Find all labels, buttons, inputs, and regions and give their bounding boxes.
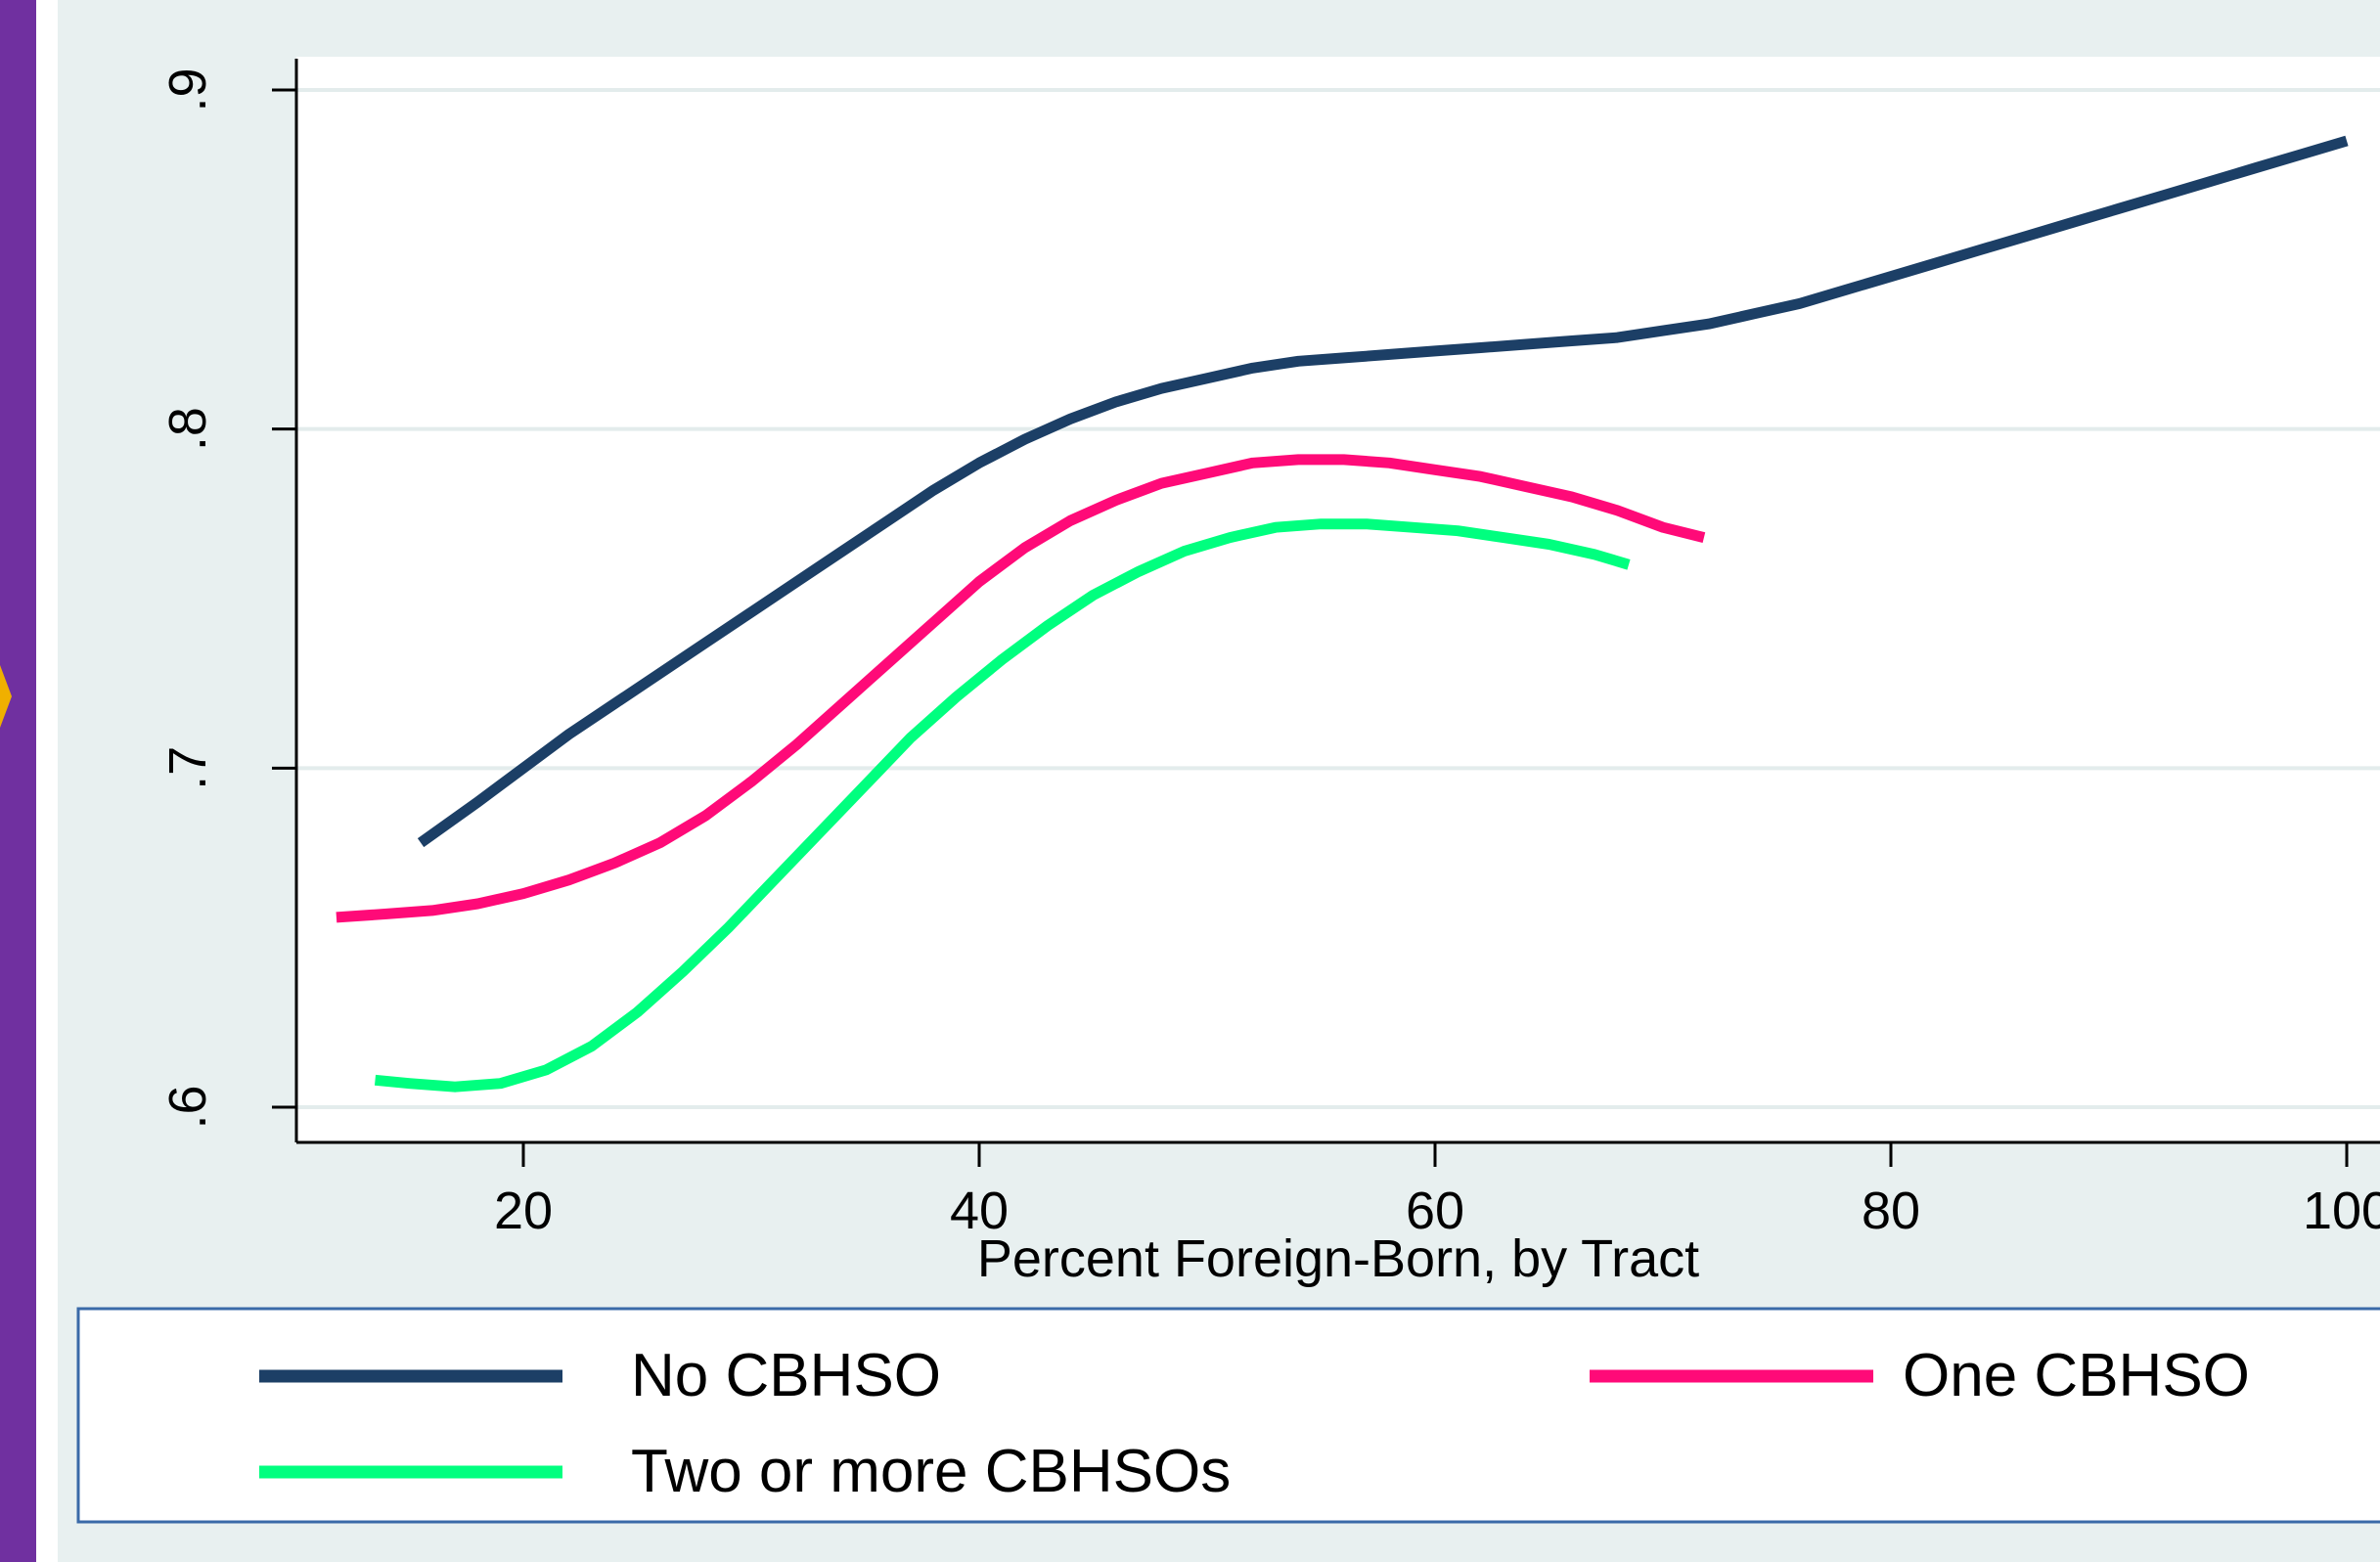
left-accent-bar [0,0,36,1562]
x-tick-label: 80 [1862,1182,1920,1240]
y-tick-label: .7 [158,746,217,790]
x-tick-label: 20 [494,1182,553,1240]
legend-box [76,1307,2380,1524]
series-line-1 [417,135,2349,848]
series-lines [336,135,2349,1093]
x-axis-label: Percent Foreign-Born, by Tract [977,1229,1699,1288]
y-tick-label: .6 [158,1085,217,1129]
grid-lines [296,87,2380,1109]
x-tick-label: 60 [1406,1182,1464,1240]
series-line-3 [374,518,1631,1093]
y-axis-ticks: .6 .7 .8 .9 [158,67,296,1130]
legend-label-2: One CBHSO [1903,1342,2250,1409]
left-marker-triangle [0,665,12,728]
x-axis-ticks: 20 40 60 80 100 [494,1142,2380,1240]
y-tick-label: .9 [158,67,217,112]
legend: No CBHSO One CBHSO Two or more CBHSOs [259,1342,2250,1505]
legend-label-3: Two or more CBHSOs [631,1438,1231,1505]
series-line-2 [336,454,1706,923]
left-spacer [36,0,58,1562]
y-tick-label: .8 [158,407,217,451]
legend-label-1: No CBHSO [631,1342,941,1409]
x-tick-label: 100 [2303,1182,2380,1240]
x-tick-label: 40 [950,1182,1009,1240]
